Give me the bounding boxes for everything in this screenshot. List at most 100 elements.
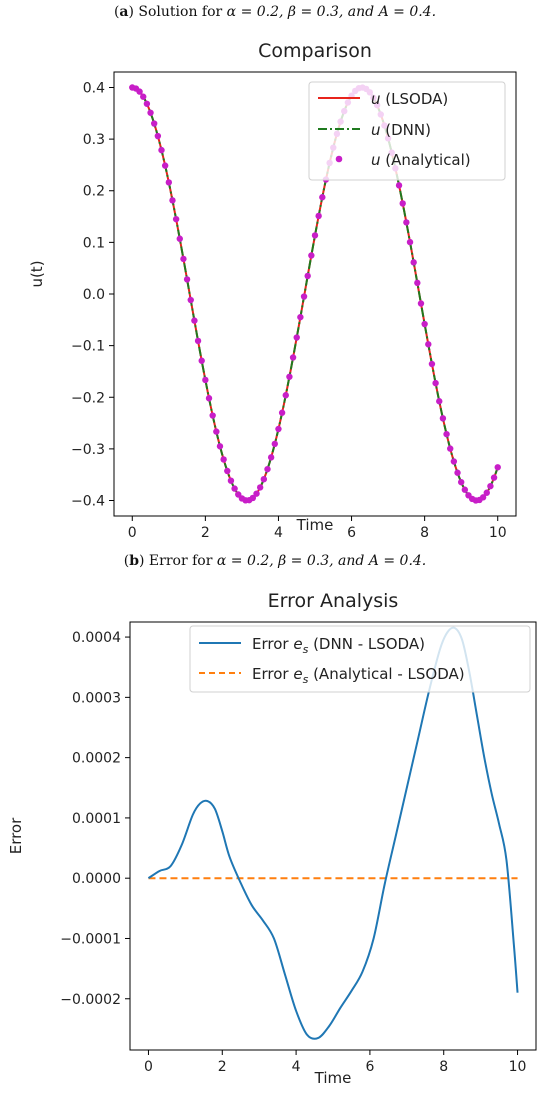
legend-label-lsoda: u (LSODA) [371, 90, 448, 108]
y-tick-label: 0.0003 [72, 690, 121, 706]
analytical-point [172, 215, 180, 223]
legend-pre: Error [252, 665, 293, 683]
x-tick-label: 0 [144, 1059, 153, 1075]
legend-label-dnn: u (DNN) [371, 121, 431, 139]
analytical-point [293, 334, 300, 341]
analytical-point [158, 146, 165, 154]
caption-a-math: α = 0.2, β = 0.3, and A = 0.4. [226, 4, 437, 20]
x-tick-label: 10 [489, 525, 507, 541]
x-axis-label: Time [296, 516, 334, 534]
analytical-point [428, 360, 436, 368]
y-tick-label: −0.4 [71, 494, 105, 510]
caption-a-prefix: Solution for [133, 4, 227, 20]
analytical-point [169, 197, 176, 204]
analytical-point [479, 494, 487, 501]
analytical-point [304, 272, 311, 280]
analytical-point [183, 276, 191, 283]
analytical-point [187, 296, 194, 304]
y-tick-label: 0.3 [83, 132, 105, 148]
legend-sub: s [303, 643, 309, 656]
analytical-point [205, 395, 213, 402]
legend-var-analytical: u [371, 151, 381, 169]
y-axis-label: Error [7, 817, 25, 854]
analytical-point [271, 440, 278, 448]
x-tick-label: 2 [218, 1059, 227, 1075]
caption-a: (a) Solution for α = 0.2, β = 0.3, and A… [113, 4, 437, 20]
analytical-point [275, 425, 282, 433]
analytical-point [231, 485, 238, 492]
analytical-point [143, 100, 151, 107]
axes-layer: 0 2 4 6 8 10 −0.0002 −0.0001 0.0000 0.0001 0.0002 0… [60, 630, 526, 1075]
y-tick-label: 0.0 [83, 287, 105, 303]
x-tick-label: 6 [365, 1059, 374, 1075]
series-layer [147, 626, 519, 1040]
legend-pre: Error [252, 635, 293, 653]
x-tick-label: 0 [128, 525, 137, 541]
analytical-point [395, 182, 403, 189]
analytical-point [436, 398, 443, 405]
analytical-point [300, 293, 308, 300]
legend-post: (DNN - LSODA) [308, 635, 425, 653]
y-tick-label: 0.0002 [72, 751, 121, 767]
analytical-point [224, 467, 231, 475]
analytical-point [308, 252, 315, 259]
analytical-point [249, 494, 257, 502]
caption-b-prefix: Error for [144, 553, 217, 569]
y-tick-label: 0.0004 [72, 630, 121, 646]
analytical-point [253, 490, 260, 497]
analytical-point [198, 357, 205, 364]
y-tick-label: −0.0001 [60, 931, 121, 947]
analytical-point [213, 428, 220, 435]
analytical-point [439, 415, 447, 422]
analytical-point [220, 456, 227, 463]
legend-box [308, 81, 506, 181]
legend-var-dnn: u [371, 121, 381, 139]
legend-rest-lsoda: (LSODA) [381, 90, 449, 108]
series-line-dnn-error [147, 626, 519, 1040]
y-tick-label: −0.2 [71, 390, 105, 406]
legend-label-analytical-error: Error es (Analytical - LSODA) [252, 665, 465, 686]
analytical-point [417, 300, 425, 307]
x-tick-label: 4 [274, 525, 283, 541]
analytical-point [483, 489, 490, 496]
caption-b-letter: b [129, 553, 140, 569]
analytical-point [180, 255, 187, 263]
analytical-point [410, 259, 417, 266]
legend: Error es (DNN - LSODA) Error es (Analyti… [189, 625, 531, 693]
analytical-point [147, 109, 154, 116]
analytical-point [176, 235, 183, 242]
y-tick-label: 0.1 [83, 235, 105, 251]
x-tick-label: 6 [347, 525, 356, 541]
analytical-point [154, 132, 162, 140]
x-tick-label: 2 [201, 525, 210, 541]
analytical-point [311, 232, 319, 239]
caption-b: (b) Error for α = 0.2, β = 0.3, and A = … [123, 553, 427, 569]
legend-label-analytical: u (Analytical) [371, 151, 471, 169]
x-tick-label: 10 [509, 1059, 527, 1075]
analytical-point [421, 320, 428, 328]
analytical-point [443, 430, 450, 438]
analytical-point [450, 458, 458, 465]
analytical-point [447, 445, 454, 452]
analytical-point [136, 88, 143, 95]
x-tick-label: 4 [292, 1059, 301, 1075]
caption-a-letter: a [119, 4, 129, 20]
analytical-point [457, 478, 465, 486]
legend-marker-analytical [335, 155, 343, 163]
legend-var: e [293, 665, 302, 683]
analytical-point [494, 464, 501, 471]
y-tick-label: 0.4 [83, 80, 105, 96]
analytical-point [161, 162, 169, 169]
chart-title: Comparison [258, 40, 372, 62]
y-tick-label: 0.2 [83, 184, 105, 200]
analytical-point [165, 179, 173, 186]
y-tick-label: 0.0001 [72, 811, 121, 827]
analytical-point [297, 313, 304, 321]
chart-comparison: Comparison 0 2 4 6 8 10 −0.4 −0.3 −0.2 −0.1 0.0 0.1… [28, 40, 517, 541]
analytical-point [461, 486, 469, 493]
y-tick-label: 0.0000 [72, 871, 121, 887]
legend-rest-dnn: (DNN) [381, 121, 431, 139]
analytical-point [414, 279, 421, 287]
analytical-point [267, 454, 275, 461]
legend-post: (Analytical - LSODA) [308, 665, 464, 683]
